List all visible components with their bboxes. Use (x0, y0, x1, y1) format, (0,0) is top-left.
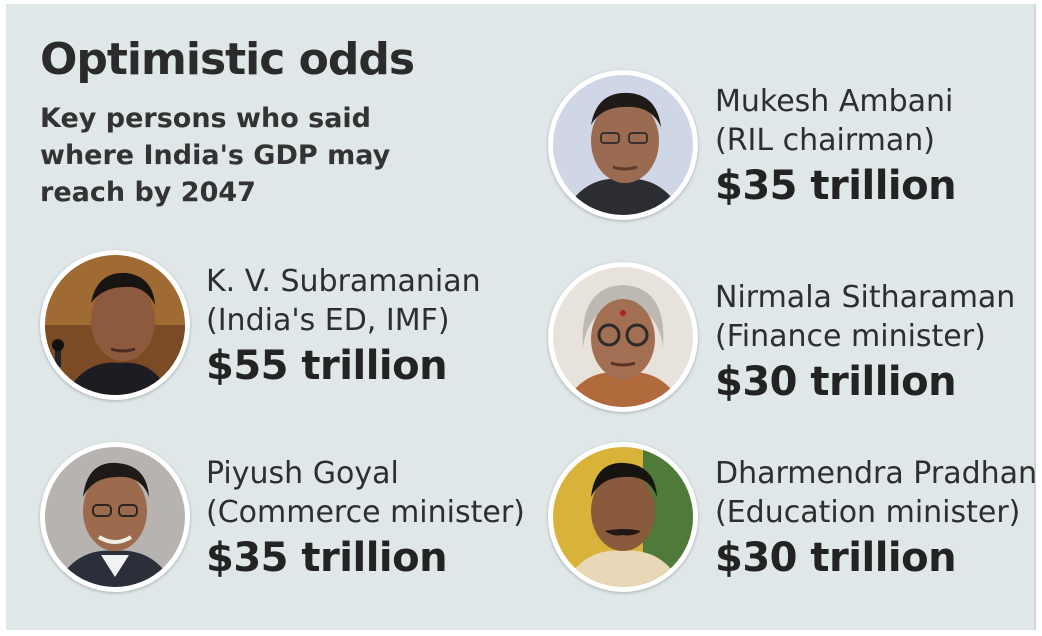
person-info: Piyush Goyal (Commerce minister) $35 tri… (206, 454, 525, 584)
avatar-photo (548, 262, 698, 412)
person-role: (RIL chairman) (715, 123, 936, 158)
person-info: Dharmendra Pradhan (Education minister) … (715, 454, 1037, 584)
person-name: Nirmala Sitharaman (715, 280, 1016, 315)
person-role: (Commerce minister) (206, 495, 525, 530)
gdp-estimate: $55 trillion (206, 343, 448, 389)
page-title: Optimistic odds (40, 34, 415, 85)
person-info: Mukesh Ambani (RIL chairman) $35 trillio… (715, 82, 957, 212)
avatar-photo (40, 442, 190, 592)
avatar-photo (548, 442, 698, 592)
gdp-estimate: $35 trillion (206, 535, 448, 581)
gdp-estimate: $30 trillion (715, 535, 957, 581)
gdp-estimate: $30 trillion (715, 359, 957, 405)
person-role: (Finance minister) (715, 319, 986, 354)
infographic-card: Optimistic odds Key persons who said whe… (6, 4, 1037, 630)
person-name: Piyush Goyal (206, 456, 399, 491)
person-role: (Education minister) (715, 495, 1021, 530)
person-name: Dharmendra Pradhan (715, 456, 1038, 491)
gdp-estimate: $35 trillion (715, 163, 957, 209)
person-info: Nirmala Sitharaman (Finance minister) $3… (715, 278, 1015, 408)
person-role: (India's ED, IMF) (206, 303, 450, 338)
page-subtitle: Key persons who said where India's GDP m… (40, 103, 391, 208)
avatar-photo (548, 70, 698, 220)
person-info: K. V. Subramanian (India's ED, IMF) $55 … (206, 262, 481, 392)
avatar-photo (40, 250, 190, 400)
person-name: K. V. Subramanian (206, 264, 481, 299)
person-name: Mukesh Ambani (715, 84, 954, 119)
